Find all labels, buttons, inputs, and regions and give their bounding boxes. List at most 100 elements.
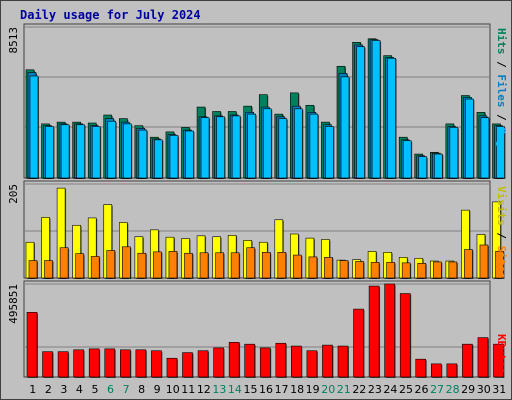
bar-sites <box>277 252 287 279</box>
x-tick-label: 6 <box>107 383 114 396</box>
bar-pages <box>154 139 163 179</box>
bar-sites <box>184 252 193 279</box>
bar-kbytes <box>244 343 255 378</box>
bar-pages <box>76 124 85 179</box>
panel-hits-files-pages <box>23 23 491 179</box>
legend-pages: Pages <box>495 127 508 160</box>
bar-kbytes <box>384 283 395 378</box>
bar-kbytes <box>259 347 271 378</box>
bar-pages <box>123 123 132 179</box>
bar-kbytes <box>120 349 131 378</box>
bar-sites <box>168 251 178 279</box>
bar-kbytes <box>415 358 427 378</box>
x-tick-label: 5 <box>91 383 98 396</box>
bar-kbytes <box>399 293 411 378</box>
bar-pages <box>418 156 428 179</box>
x-tick-label: 25 <box>399 383 413 396</box>
legend-sep: / <box>495 108 508 128</box>
series-legend: Visits / Sites <box>495 186 508 279</box>
bar-pages <box>138 129 148 179</box>
legend-files: Files <box>495 74 508 107</box>
bar-sites <box>59 247 69 279</box>
bar-sites <box>339 260 349 279</box>
bar-sites <box>324 257 333 279</box>
bar-kbytes <box>337 345 349 378</box>
bar-sites <box>75 253 84 279</box>
bar-kbytes <box>151 350 162 378</box>
series-legend: KBytes <box>495 334 508 374</box>
x-tick-label: 23 <box>368 383 382 396</box>
bar-kbytes <box>57 351 69 378</box>
bar-kbytes <box>462 343 473 378</box>
bar-pages <box>45 126 54 179</box>
bar-sites <box>401 262 411 279</box>
x-tick-label: 31 <box>492 383 506 396</box>
bar-pages <box>340 76 350 179</box>
bar-kbytes <box>135 349 147 378</box>
legend-kbytes: KBytes <box>495 334 508 374</box>
bar-pages <box>107 120 117 179</box>
panel-kbytes <box>23 280 491 378</box>
bar-kbytes <box>88 348 100 378</box>
panel-visits-sites <box>23 180 491 279</box>
bar-pages <box>433 153 443 179</box>
bar-kbytes <box>275 342 287 378</box>
bar-kbytes <box>306 350 318 378</box>
bar-sites <box>261 252 271 279</box>
bar-pages <box>185 130 194 179</box>
x-tick-label: 3 <box>60 383 67 396</box>
x-tick-label: 1 <box>29 383 36 396</box>
bar-pages <box>247 113 256 179</box>
bar-sites <box>230 252 240 279</box>
x-tick-label: 30 <box>477 383 491 396</box>
bar-pages <box>262 108 272 179</box>
bar-pages <box>449 127 459 179</box>
x-tick-label: 7 <box>123 383 130 396</box>
bars <box>25 38 506 378</box>
bar-kbytes <box>353 308 364 378</box>
bar-pages <box>309 113 319 179</box>
bar-sites <box>495 251 504 279</box>
bar-pages <box>60 124 70 179</box>
x-tick-label: 21 <box>337 383 351 396</box>
x-tick-label: 20 <box>321 383 335 396</box>
x-tick-label: 10 <box>166 383 180 396</box>
bar-kbytes <box>42 351 53 378</box>
x-tick-label: 19 <box>306 383 320 396</box>
bar-kbytes <box>228 342 240 378</box>
x-tick-label: 27 <box>430 383 444 396</box>
bar-sites <box>44 260 53 279</box>
bar-pages <box>325 126 334 179</box>
bar-sites <box>246 247 255 279</box>
bar-sites <box>417 263 427 279</box>
x-tick-label: 14 <box>228 383 242 396</box>
bar-sites <box>90 256 100 279</box>
gridlines <box>25 26 489 348</box>
bar-sites <box>137 252 147 279</box>
bar-sites <box>370 262 380 279</box>
chart-title: Daily usage for July 2024 <box>20 8 201 22</box>
x-tick-label: 29 <box>461 383 475 396</box>
x-tick-label: 4 <box>76 383 83 396</box>
bar-pages <box>29 75 39 179</box>
bar-pages <box>465 98 474 179</box>
bar-sites <box>28 260 38 279</box>
bar-kbytes <box>368 285 380 378</box>
bar-sites <box>386 262 395 279</box>
bar-sites <box>293 254 302 279</box>
bar-kbytes <box>291 345 302 378</box>
ymax-label: 8513 <box>7 27 20 54</box>
bar-kbytes <box>430 363 442 378</box>
bar-kbytes <box>322 344 333 378</box>
bar-kbytes <box>197 350 209 378</box>
bar-pages <box>402 140 412 179</box>
bar-sites <box>153 251 162 279</box>
bar-pages <box>294 108 303 179</box>
x-tick-label: 24 <box>383 383 397 396</box>
bar-sites <box>106 250 116 279</box>
bar-pages <box>387 57 396 179</box>
bar-pages <box>278 118 288 179</box>
